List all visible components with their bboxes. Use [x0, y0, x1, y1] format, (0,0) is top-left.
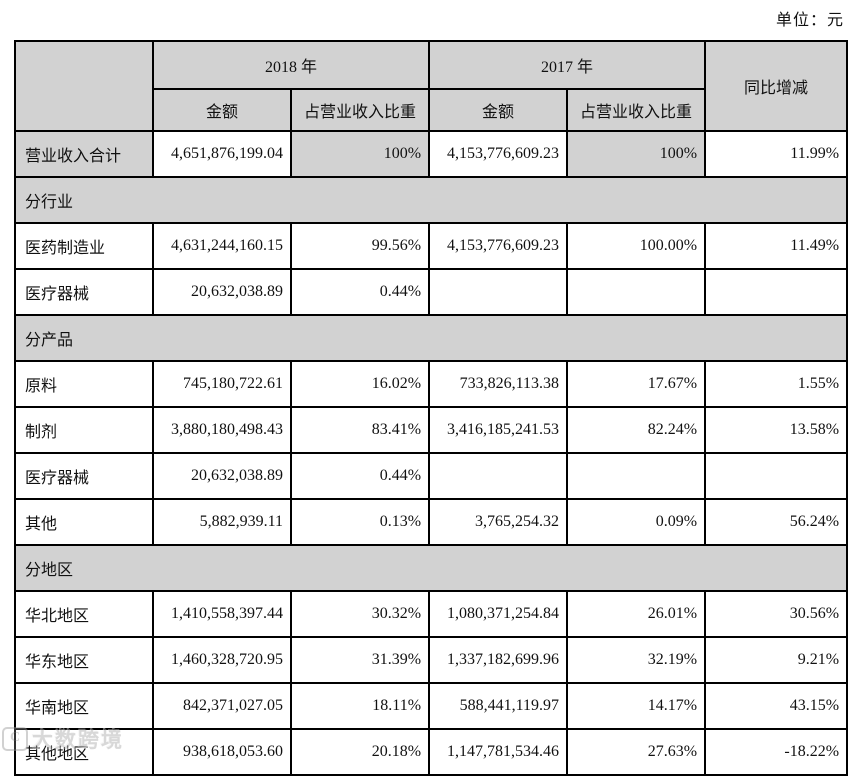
unit-label: 单位：元	[775, 12, 844, 29]
header-yoy: 同比增减	[704, 40, 849, 132]
row-label: 华东地区	[14, 636, 154, 684]
cell-value: 0.44%	[289, 268, 431, 316]
cell-value: 588,441,119.97	[428, 682, 569, 730]
table-row: 华南地区 842,371,027.05 18.11% 588,441,119.97 14…	[14, 682, 849, 730]
table-body: 营业收入合计 4,651,876,199.04 100% 4,153,776,609.…	[13, 130, 849, 776]
section-label: 分行业	[13, 176, 849, 224]
cell-value: 100.00%	[566, 222, 707, 270]
section-label: 分地区	[13, 544, 849, 592]
table-header: 2018 年 2017 年 同比增减 金额 占营业收入比重 金额 占营业收入比重	[14, 40, 849, 132]
section-label: 分产品	[13, 314, 849, 362]
cell-value: -18.22%	[704, 728, 849, 776]
table-row: 医疗器械 20,632,038.89 0.44%	[14, 452, 849, 500]
report-page: { "page": { "unit_label": "单位：元", "water…	[2, 12, 849, 776]
cell-value: 83.41%	[289, 406, 431, 454]
table-row: 原料 745,180,722.61 16.02% 733,826,113.38 17.6…	[14, 360, 849, 408]
cell-value: 4,651,876,199.04	[152, 130, 292, 178]
cell-value: 11.49%	[704, 222, 849, 270]
table-row: 制剂 3,880,180,498.43 83.41% 3,416,185,241.53…	[14, 406, 849, 454]
cell-value: 27.63%	[566, 728, 707, 776]
cell-value: 842,371,027.05	[152, 682, 292, 730]
cell-value: 1,460,328,720.95	[152, 636, 292, 684]
row-label: 其他	[14, 498, 154, 546]
header-share-2017: 占营业收入比重	[566, 88, 707, 132]
cell-value: 32.19%	[566, 636, 707, 684]
row-label: 制剂	[14, 406, 154, 454]
header-year-2018: 2018 年	[151, 40, 431, 90]
table-row: 其他地区 938,618,053.60 20.18% 1,147,781,534.46…	[14, 728, 849, 776]
cell-value: 4,153,776,609.23	[428, 222, 569, 270]
section-row: 分地区	[13, 544, 849, 592]
table-row: 营业收入合计 4,651,876,199.04 100% 4,153,776,609.…	[14, 130, 849, 178]
cell-value: 20.18%	[289, 728, 431, 776]
cell-value: 14.17%	[566, 682, 707, 730]
row-label: 营业收入合计	[14, 130, 154, 178]
cell-value: 17.67%	[566, 360, 707, 408]
header-amount-2018: 金额	[152, 88, 292, 132]
cell-value: 1,080,371,254.84	[428, 590, 569, 638]
revenue-breakdown-table: 2018 年 2017 年 同比增减 金额 占营业收入比重 金额 占营业收入比重…	[13, 40, 849, 776]
cell-value: 82.24%	[566, 406, 707, 454]
cell-value: 30.32%	[289, 590, 431, 638]
section-row: 分产品	[13, 314, 849, 362]
cell-value	[704, 268, 849, 316]
cell-value: 5,882,939.11	[152, 498, 292, 546]
cell-value: 99.56%	[289, 222, 431, 270]
table-row: 医疗器械 20,632,038.89 0.44%	[14, 268, 849, 316]
section-row: 分行业	[13, 176, 849, 224]
cell-value: 16.02%	[289, 360, 431, 408]
cell-value: 1,410,558,397.44	[152, 590, 292, 638]
row-label: 华北地区	[14, 590, 154, 638]
cell-value	[428, 452, 569, 500]
row-label: 其他地区	[14, 728, 154, 776]
cell-value: 20,632,038.89	[152, 268, 292, 316]
cell-value: 18.11%	[289, 682, 431, 730]
cell-value: 31.39%	[289, 636, 431, 684]
cell-value: 1.55%	[704, 360, 849, 408]
table-row: 华东地区 1,460,328,720.95 31.39% 1,337,182,699.…	[14, 636, 849, 684]
cell-value: 30.56%	[704, 590, 849, 638]
cell-value: 9.21%	[704, 636, 849, 684]
cell-value: 100%	[566, 130, 707, 178]
row-label: 华南地区	[14, 682, 154, 730]
table-row: 华北地区 1,410,558,397.44 30.32% 1,080,371,254.…	[14, 590, 849, 638]
cell-value	[704, 452, 849, 500]
table-row: 医药制造业 4,631,244,160.15 99.56% 4,153,776,609…	[14, 222, 849, 270]
header-year-2017: 2017 年	[428, 40, 707, 90]
cell-value: 4,153,776,609.23	[428, 130, 569, 178]
cell-value: 0.13%	[289, 498, 431, 546]
cell-value: 3,416,185,241.53	[428, 406, 569, 454]
header-row-years: 2018 年 2017 年 同比增减	[14, 40, 849, 132]
cell-value: 3,880,180,498.43	[152, 406, 292, 454]
cell-value: 11.99%	[704, 130, 849, 178]
header-amount-2017: 金额	[428, 88, 569, 132]
cell-value: 4,631,244,160.15	[152, 222, 292, 270]
cell-value: 0.44%	[289, 452, 431, 500]
cell-value: 745,180,722.61	[152, 360, 292, 408]
header-row-metrics: 金额 占营业收入比重 金额 占营业收入比重	[15, 88, 847, 132]
cell-value: 56.24%	[704, 498, 849, 546]
cell-value: 733,826,113.38	[428, 360, 569, 408]
header-share-2018: 占营业收入比重	[289, 88, 431, 132]
row-label: 医疗器械	[14, 268, 154, 316]
cell-value: 938,618,053.60	[152, 728, 292, 776]
cell-value: 20,632,038.89	[152, 452, 292, 500]
cell-value: 0.09%	[566, 498, 707, 546]
row-label: 原料	[14, 360, 154, 408]
cell-value: 1,337,182,699.96	[428, 636, 569, 684]
cell-value	[566, 452, 707, 500]
row-label: 医药制造业	[14, 222, 154, 270]
cell-value	[428, 268, 569, 316]
row-label: 医疗器械	[14, 452, 154, 500]
cell-value: 3,765,254.32	[428, 498, 569, 546]
cell-value: 1,147,781,534.46	[428, 728, 569, 776]
cell-value	[566, 268, 707, 316]
cell-value: 100%	[289, 130, 431, 178]
table-row: 其他 5,882,939.11 0.13% 3,765,254.32 0.09% 56.2…	[14, 498, 849, 546]
cell-value: 43.15%	[704, 682, 849, 730]
cell-value: 13.58%	[704, 406, 849, 454]
header-blank-cell	[14, 40, 154, 132]
cell-value: 26.01%	[566, 590, 707, 638]
